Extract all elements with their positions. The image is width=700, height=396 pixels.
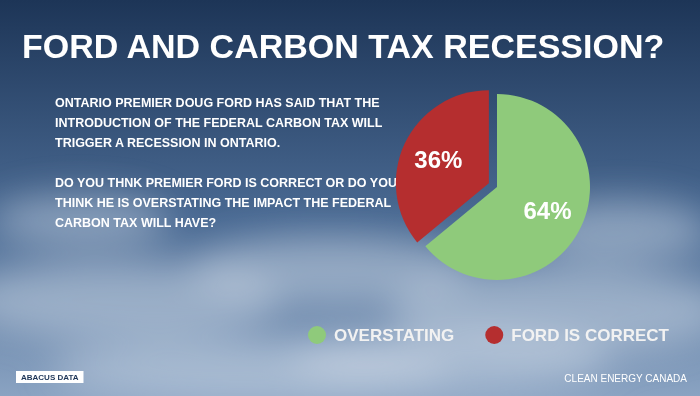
title: FORD AND CARBON TAX RECESSION?: [22, 27, 664, 65]
data-label: 36%: [414, 146, 462, 173]
chart: FORD AND CARBON TAX RECESSION? ONTARIO PR…: [0, 0, 700, 396]
legend-swatch: [485, 326, 503, 344]
pie-slice: [396, 90, 489, 242]
clouds: [0, 195, 700, 396]
credit: CLEAN ENERGY CANADA: [564, 373, 687, 384]
legend-label: OVERSTATING: [334, 326, 454, 345]
credit: ABACUS DATA: [21, 373, 79, 382]
annotation-line: THINK HE IS OVERSTATING THE IMPACT THE F…: [55, 196, 391, 210]
pie: 64% 36%: [396, 90, 590, 280]
annotation: ONTARIO PREMIER DOUG FORD HAS SAID THAT …: [55, 96, 383, 150]
annotation-line: INTRODUCTION OF THE FEDERAL CARBON TAX W…: [55, 116, 383, 130]
legend-label: FORD IS CORRECT: [511, 326, 669, 345]
legend-swatch: [308, 326, 326, 344]
annotation-line: TRIGGER A RECESSION IN ONTARIO.: [55, 136, 280, 150]
legend: OVERSTATING FORD IS CORRECT: [308, 326, 670, 345]
annotation-line: DO YOU THNK PREMIER FORD IS CORRECT OR D…: [55, 176, 397, 190]
annotation: DO YOU THNK PREMIER FORD IS CORRECT OR D…: [55, 176, 397, 230]
annotation-line: CARBON TAX WILL HAVE?: [55, 216, 216, 230]
credit-logo: ABACUS DATA: [16, 371, 83, 383]
credit-box: [16, 371, 83, 383]
data-label: 64%: [523, 197, 571, 224]
annotation-line: ONTARIO PREMIER DOUG FORD HAS SAID THAT …: [55, 96, 380, 110]
